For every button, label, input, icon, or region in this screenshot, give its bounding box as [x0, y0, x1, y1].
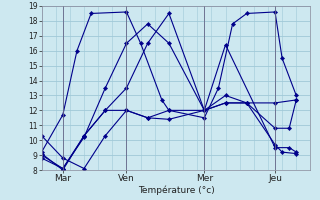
X-axis label: Température (°c): Température (°c)	[138, 186, 214, 195]
